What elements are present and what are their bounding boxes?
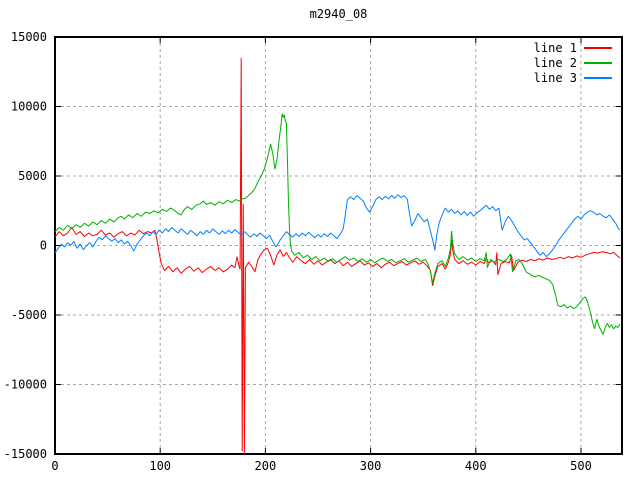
legend-label-line3: line 3 bbox=[533, 70, 577, 85]
y-tick-label: 15000 bbox=[11, 30, 47, 44]
y-tick-label: -10000 bbox=[4, 378, 47, 392]
legend-line-sample-blue bbox=[584, 76, 612, 79]
x-tick-label: 500 bbox=[570, 459, 592, 473]
x-tick-label: 400 bbox=[465, 459, 487, 473]
series-2-line bbox=[55, 113, 621, 335]
legend-line-sample-red bbox=[584, 46, 612, 49]
x-tick-label: 200 bbox=[255, 459, 277, 473]
y-tick-label: -5000 bbox=[11, 308, 47, 322]
legend-line-sample-green bbox=[584, 61, 612, 64]
legend-label-line2: line 2 bbox=[533, 55, 577, 70]
series-1-line bbox=[55, 57, 621, 454]
series-3-line bbox=[55, 194, 621, 257]
legend-entry-line2: line 2 bbox=[534, 55, 612, 70]
chart-title: m2940_08 bbox=[309, 7, 368, 21]
x-tick-label: 100 bbox=[149, 459, 171, 473]
x-tick-label: 0 bbox=[51, 459, 58, 473]
legend-label-line1: line 1 bbox=[533, 40, 577, 55]
y-tick-label: 5000 bbox=[18, 169, 47, 183]
legend-entry-line1: line 1 bbox=[534, 40, 612, 55]
x-tick-label: 300 bbox=[360, 459, 382, 473]
y-tick-label: 10000 bbox=[11, 100, 47, 114]
y-tick-label: 0 bbox=[40, 239, 47, 253]
y-tick-label: -15000 bbox=[4, 447, 47, 461]
legend-entry-line3: line 3 bbox=[534, 70, 612, 85]
legend: line 1 line 2 line 3 bbox=[534, 40, 612, 85]
